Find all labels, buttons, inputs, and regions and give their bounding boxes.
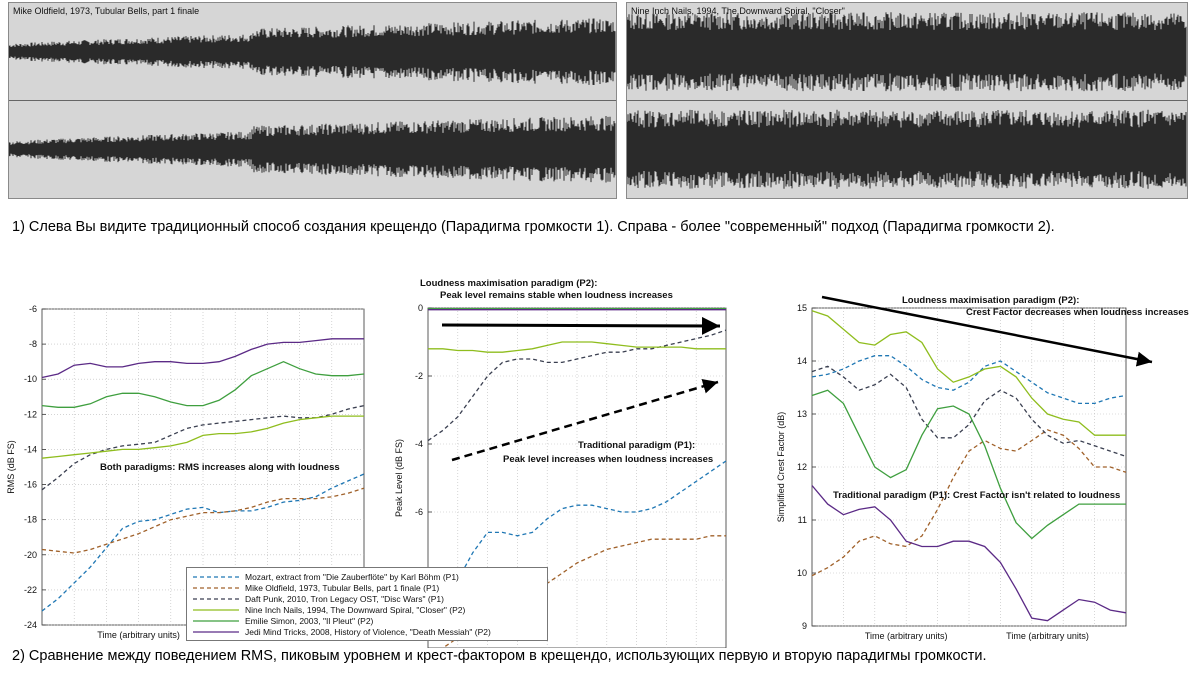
legend-item: Mozart, extract from "Die Zauberflöte" b… [193,571,459,582]
y-tick-label: -24 [24,620,37,630]
series-line-1 [811,429,1127,577]
series-line-3 [428,341,726,353]
waveform-channel-1 [627,109,1187,189]
series-line-4 [41,360,365,408]
legend-label: Daft Punk, 2010, Tron Legacy OST, "Disc … [245,593,444,604]
annotation-text: Both paradigms: RMS increases along with… [100,462,340,473]
y-tick-label: -14 [24,444,37,454]
y-tick-label: 15 [797,303,807,313]
y-tick-label: -12 [24,409,37,419]
annotation-text: Peak level increases when loudness incre… [503,454,713,465]
y-tick-label: -18 [24,515,37,525]
waveform-panel-right: Nine Inch Nails, 1994, The Downward Spir… [626,2,1188,199]
y-tick-label: -6 [29,304,37,314]
y-tick-label: -10 [24,374,37,384]
waveform-channel-0 [627,12,1187,92]
x-axis-label: Time (arbitrary units) [97,630,180,640]
series-line-4 [811,389,1126,540]
y-tick-label: -4 [415,439,423,449]
annotation-text: Peak level remains stable when loudness … [440,290,673,301]
legend-item: Mike Oldfield, 1973, Tubular Bells, part… [193,582,439,593]
series-line-0 [811,355,1127,405]
series-line-3 [41,415,364,459]
caption-1: 1) Слева Вы видите традиционный способ с… [12,219,1055,235]
annotation-text: Traditional paradigm (P1): [578,440,695,451]
waveform-title-right: Nine Inch Nails, 1994, The Downward Spir… [631,6,845,16]
legend-label: Jedi Mind Tricks, 2008, History of Viole… [245,626,491,637]
y-tick-label: -2 [415,371,423,381]
x-axis-label: Time (arbitrary units) [865,631,948,641]
legend-item: Nine Inch Nails, 1994, The Downward Spir… [193,604,465,615]
waveform-right [627,12,1187,189]
caption-2: 2) Сравнение между поведением RMS, пиков… [12,648,987,664]
series-line-2 [811,365,1127,458]
annotation-text: Loudness maximisation paradigm (P2): [420,278,597,289]
y-tick-label: 10 [797,568,807,578]
y-tick-label: -16 [24,480,37,490]
legend-item: Jedi Mind Tricks, 2008, History of Viole… [193,626,491,637]
annotation-text: Crest Factor decreases when loudness inc… [966,307,1189,318]
arrow-crest-decrease [821,295,1153,367]
y-tick-label: 11 [798,515,807,525]
y-tick-label: 14 [797,356,807,366]
series-line-2 [427,329,727,442]
y-axis-label: RMS (dB FS) [6,440,16,494]
y-axis-label: Simplified Crest Factor (dB) [776,412,786,523]
legend-label: Mike Oldfield, 1973, Tubular Bells, part… [245,582,440,593]
waveform-channel-1 [9,116,616,183]
waveform-left [9,18,616,183]
y-tick-label: 12 [797,462,807,472]
waveform-panel-left: Mike Oldfield, 1973, Tubular Bells, part… [8,2,617,199]
x-axis-label: Time (arbitrary units) [1006,631,1089,641]
series-line-1 [41,487,365,554]
y-tick-label: -20 [24,550,37,560]
annotation-text: Loudness maximisation paradigm (P2): [902,295,1079,306]
y-tick-label: -22 [24,585,37,595]
series-line-3 [811,310,1126,436]
legend-label: Mozart, extract from "Die Zauberflöte" b… [245,571,459,582]
waveform-title-left: Mike Oldfield, 1973, Tubular Bells, part… [13,6,200,16]
series-line-1 [441,535,726,648]
chart-legend: Mozart, extract from "Die Zauberflöte" b… [186,567,548,641]
y-axis-label: Peak Level (dB FS) [394,439,404,517]
series-line-0 [427,460,727,635]
legend-label: Emilie Simon, 2003, "Il Pleut" (P2) [245,615,374,626]
y-tick-label: -6 [415,507,423,517]
series-line-5 [811,485,1127,622]
arrow-p1-increase [451,379,719,462]
chart-crest: 9 10 11 12 13 14 15 Time (arbitrary units) Time … [776,295,1189,641]
waveform-channel-0 [9,18,616,85]
series-line-5 [41,338,364,379]
y-tick-label: 13 [797,409,807,419]
y-tick-label: 9 [802,621,807,631]
annotation-text: Traditional paradigm (P1): Crest Factor … [833,490,1120,501]
y-tick-label: -8 [29,339,37,349]
y-tick-label: 0 [418,303,423,313]
arrow-p2-stable [441,316,721,335]
legend-item: Daft Punk, 2010, Tron Legacy OST, "Disc … [193,593,444,604]
legend-item: Emilie Simon, 2003, "Il Pleut" (P2) [193,615,373,626]
legend-label: Nine Inch Nails, 1994, The Downward Spir… [245,604,466,615]
